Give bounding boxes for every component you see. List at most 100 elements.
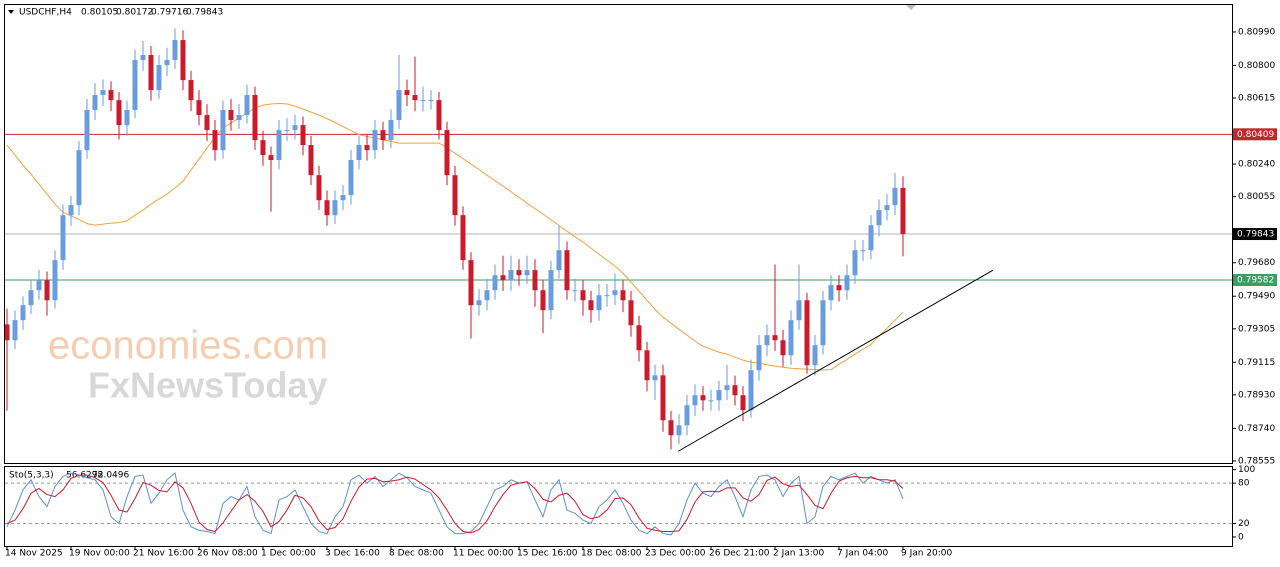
candle-body: [468, 260, 474, 306]
candle-body: [180, 40, 186, 81]
candle-body: [108, 90, 114, 101]
candle-body: [684, 405, 690, 426]
candle-body: [708, 400, 714, 402]
x-tick-label: 3 Dec 16:00: [325, 549, 380, 559]
candle-body: [172, 40, 178, 60]
y-tick-label: 0.79680: [1238, 258, 1275, 268]
candle-body: [84, 110, 90, 151]
candle-body: [652, 375, 658, 381]
candle-body: [748, 370, 754, 411]
candle-body: [532, 270, 538, 291]
candle-body: [228, 110, 234, 121]
candle-body: [12, 320, 18, 341]
candle-body: [780, 340, 786, 356]
candle-body: [444, 130, 450, 176]
candle-body: [860, 250, 866, 252]
candle-body: [300, 125, 306, 146]
candle-body: [852, 250, 858, 276]
candle-body: [20, 305, 26, 321]
x-tick-label: 14 Nov 2025: [5, 549, 63, 559]
y-tick-label: 0.80240: [1238, 160, 1275, 170]
x-tick-label: 18 Dec 08:00: [581, 549, 642, 559]
candle-body: [188, 80, 194, 101]
x-tick-label: 26 Nov 08:00: [197, 549, 258, 559]
x-tick-label: 8 Dec 08:00: [389, 549, 444, 559]
candle-body: [500, 275, 506, 281]
y-tick-label: 0.79305: [1238, 324, 1275, 334]
moving-average: [6, 102, 904, 371]
candle-body: [516, 270, 522, 276]
x-tick-label: 9 Jan 20:00: [901, 549, 953, 559]
candle-body: [476, 300, 482, 306]
candle-body: [388, 120, 394, 141]
candle-body: [140, 55, 146, 60]
candle-body: [660, 375, 666, 421]
candle-body: [324, 200, 330, 216]
menu-triangle[interactable]: [8, 10, 14, 14]
y-tick-label: 0.79490: [1238, 292, 1275, 302]
candle-body: [756, 345, 762, 371]
candle-body: [396, 90, 402, 121]
low-value: 0.79716: [151, 8, 188, 18]
candle-body: [884, 205, 890, 211]
x-tick-label: 7 Jan 04:00: [837, 549, 889, 559]
indicator-title: Sto(5,3,3): [9, 471, 54, 481]
candle-body: [196, 100, 202, 116]
candle-body: [812, 345, 818, 366]
y-tick-label: 0.78555: [1238, 456, 1275, 466]
price-label-box: [1233, 274, 1277, 287]
candle-body: [844, 275, 850, 291]
candle-body: [348, 160, 354, 196]
x-tick-label: 19 Nov 00:00: [69, 549, 130, 559]
candle-body: [404, 90, 410, 96]
x-tick-label: 1 Dec 00:00: [261, 549, 316, 559]
y-tick-label: 20: [1238, 519, 1250, 529]
candle-body: [76, 150, 82, 206]
candle-body: [436, 100, 442, 131]
candle-body: [564, 250, 570, 291]
candle-body: [724, 385, 730, 391]
candle-body: [540, 290, 546, 311]
candle-body: [52, 260, 58, 301]
candle-body: [60, 215, 66, 261]
stochastic-line: [6, 474, 904, 534]
candle-body: [484, 290, 490, 301]
y-tick-label: 0: [1238, 532, 1244, 542]
candle-body: [420, 100, 426, 102]
candle-body: [332, 200, 338, 216]
plot-area: [5, 28, 1232, 452]
main-pane: [4, 4, 1233, 464]
y-tick-label: 0.78930: [1238, 390, 1275, 400]
candle-body: [524, 270, 530, 276]
candle-body: [772, 335, 778, 341]
x-tick-label: 21 Nov 16:00: [133, 549, 194, 559]
candle-body: [740, 395, 746, 411]
candle-body: [868, 225, 874, 251]
candle-body: [732, 385, 738, 396]
candle-body: [692, 395, 698, 406]
shift-marker: [906, 5, 916, 10]
price-label: 0.79843: [1237, 230, 1274, 240]
candle-body: [644, 350, 650, 381]
candle-body: [452, 175, 458, 216]
candle-body: [820, 300, 826, 346]
candle-body: [764, 335, 770, 346]
candle-body: [636, 325, 642, 351]
candle-body: [804, 300, 810, 366]
y-tick-label: 0.80800: [1238, 61, 1275, 71]
candle-body: [828, 285, 834, 301]
stochastic-line: [6, 472, 904, 536]
candle-body: [372, 130, 378, 151]
candle-body: [364, 145, 370, 151]
candle-body: [316, 175, 322, 201]
candle-body: [628, 300, 634, 326]
candle-body: [156, 65, 162, 91]
candle-body: [668, 420, 674, 436]
candle-body: [212, 130, 218, 151]
watermark: economies.com: [48, 324, 328, 368]
candle-body: [132, 59, 138, 111]
candle-body: [116, 100, 122, 126]
y-tick-label: 0.80990: [1238, 27, 1275, 37]
